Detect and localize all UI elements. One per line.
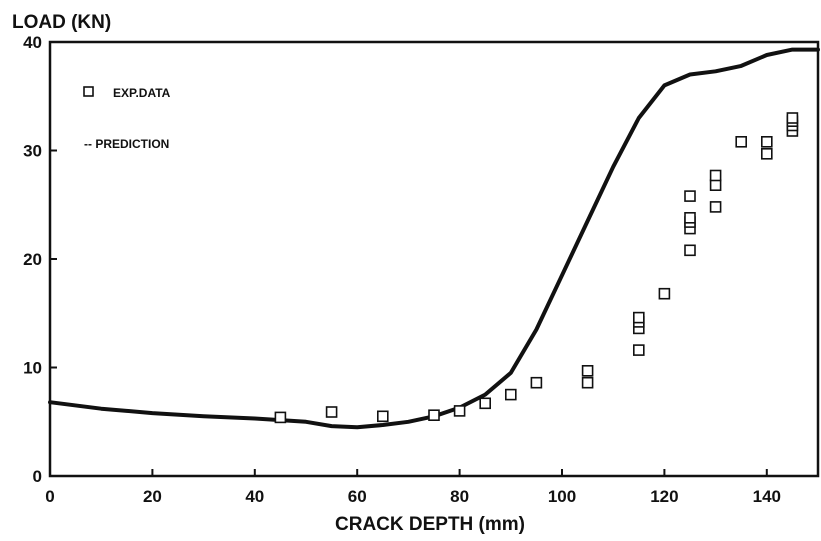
legend-label-exp-data: EXP.DATA [113, 86, 171, 100]
exp-data-point [325, 406, 338, 418]
exp-data-point [786, 112, 799, 124]
exp-data-point [735, 136, 748, 148]
exp-data-point [274, 411, 287, 424]
exp-data-point [658, 287, 671, 300]
exp-data-point [684, 244, 696, 257]
exp-data-point [709, 169, 722, 182]
y-tick-label: 40 [23, 33, 42, 52]
exp-data-point [684, 190, 696, 202]
exp-data-point [453, 405, 466, 417]
x-tick-label: 100 [548, 487, 576, 506]
y-tick-label: 10 [23, 359, 42, 378]
x-tick-label: 60 [348, 487, 367, 506]
exp-data-point [760, 136, 773, 148]
legend-marker-exp-data [83, 86, 94, 97]
x-tick-label: 40 [245, 487, 264, 506]
exp-data-point [581, 364, 594, 377]
exp-data-point [581, 376, 594, 389]
exp-data-point [504, 388, 517, 401]
legend: EXP.DATA -- PREDICTION [83, 86, 171, 151]
exp-data-point [632, 311, 645, 324]
exp-data-point [632, 344, 645, 356]
exp-data-point [760, 148, 773, 160]
y-tick-label: 20 [23, 250, 42, 269]
x-tick-label: 140 [753, 487, 781, 506]
exp-data-point [709, 201, 722, 213]
prediction-series [48, 47, 820, 430]
exp-data-point [530, 376, 543, 389]
x-tick-label: 20 [143, 487, 162, 506]
prediction-line [48, 47, 820, 430]
exp-data-point [428, 409, 440, 422]
x-axis-title: CRACK DEPTH (mm) [335, 514, 525, 535]
exp-data-series [274, 112, 799, 424]
y-tick-label: 30 [23, 142, 42, 161]
x-tick-label: 120 [650, 487, 678, 506]
y-axis-title: LOAD (KN) [12, 12, 111, 33]
x-tick-label: 0 [45, 487, 54, 506]
x-tick-label: 80 [450, 487, 469, 506]
exp-data-point [684, 212, 696, 224]
exp-data-point [376, 410, 389, 423]
exp-data-point [709, 179, 722, 191]
y-tick-label: 0 [33, 467, 42, 486]
axis-ticks: 0 20 40 60 80 100 120 140 0 10 20 30 40 [23, 33, 781, 506]
legend-label-prediction: -- PREDICTION [84, 137, 169, 151]
exp-data-point [479, 397, 492, 410]
